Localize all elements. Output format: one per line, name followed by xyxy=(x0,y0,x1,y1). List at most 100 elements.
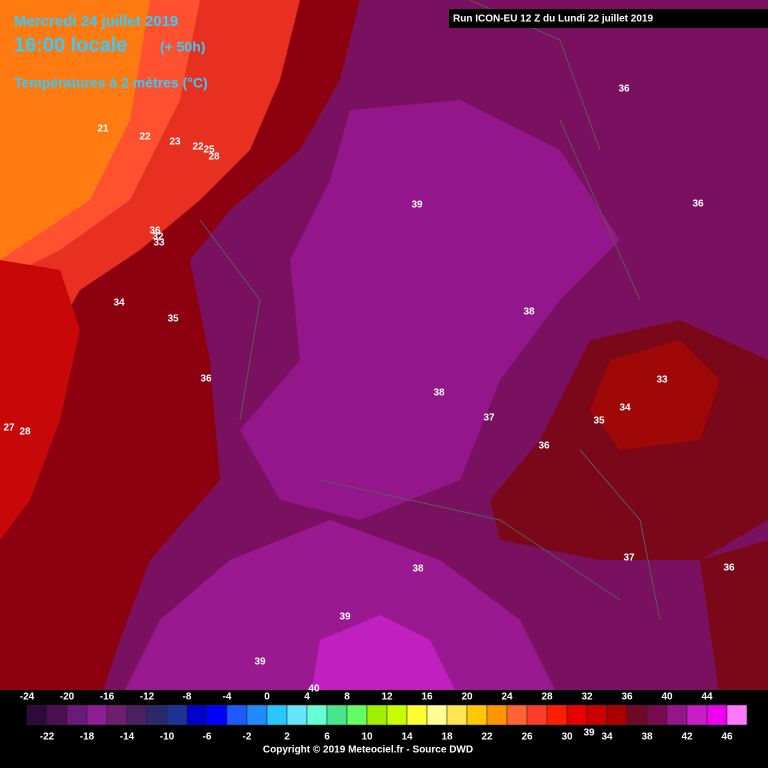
warm-zone xyxy=(590,340,720,450)
scale-swatch xyxy=(286,704,308,726)
contour-label: 37 xyxy=(483,413,495,424)
scale-swatch xyxy=(506,704,528,726)
scale-swatch xyxy=(306,704,328,726)
contour-label: 28 xyxy=(208,152,220,163)
scale-swatch xyxy=(186,704,208,726)
contour-label: 38 xyxy=(412,564,424,575)
scale-label: 2 xyxy=(284,732,290,743)
scale-swatch xyxy=(706,704,728,726)
contour-label: 40 xyxy=(308,684,320,695)
contour-label: 36 xyxy=(538,441,550,452)
scale-label: 38 xyxy=(641,732,653,743)
scale-label: 40 xyxy=(661,692,673,703)
scale-swatch xyxy=(246,704,268,726)
date: Mercredi 24 juillet 2019 xyxy=(14,13,178,30)
scale-label: -18 xyxy=(80,732,95,743)
cool-zone xyxy=(0,0,150,260)
scale-label: 28 xyxy=(541,692,553,703)
scale-label: 36 xyxy=(621,692,633,703)
contour-label: 36 xyxy=(200,374,212,385)
contour-label: 28 xyxy=(19,427,31,438)
scale-swatch xyxy=(406,704,428,726)
parameter: Températures à 2 mètres (°C) xyxy=(14,75,208,91)
contour-label: 38 xyxy=(433,388,445,399)
scale-swatch xyxy=(46,704,68,726)
scale-swatch xyxy=(586,704,608,726)
scale-label: -22 xyxy=(40,732,55,743)
border-line xyxy=(199,0,661,621)
scale-swatch xyxy=(566,704,588,726)
scale-label: 26 xyxy=(521,732,533,743)
scale-swatch xyxy=(606,704,628,726)
scale-label: -14 xyxy=(120,732,135,743)
run-info: Run ICON-EU 12 Z du Lundi 22 juillet 201… xyxy=(453,14,653,25)
contour-label: 36 xyxy=(692,199,704,210)
scale-label: -10 xyxy=(160,732,175,743)
scale-label: 0 xyxy=(264,692,270,703)
scale-swatch xyxy=(546,704,568,726)
scale-label: -8 xyxy=(183,692,192,703)
contour-label: 39 xyxy=(411,200,423,211)
scale-label: 10 xyxy=(361,732,373,743)
scale-swatch xyxy=(166,704,188,726)
scale-swatch xyxy=(146,704,168,726)
copyright: Copyright © 2019 Meteociel.fr - Source D… xyxy=(263,745,473,756)
scale-swatch xyxy=(326,704,348,726)
scale-swatch xyxy=(366,704,388,726)
contour-label: 36 xyxy=(149,226,161,237)
scale-swatch xyxy=(126,704,148,726)
scale-label: 42 xyxy=(681,732,693,743)
scale-label: 44 xyxy=(701,692,713,703)
scale-swatch xyxy=(526,704,548,726)
scale-swatch xyxy=(686,704,708,726)
contour-label: 23 xyxy=(169,137,181,148)
legend-background xyxy=(0,690,768,768)
contour-label: 35 xyxy=(167,314,179,325)
contour-label: 34 xyxy=(113,298,125,309)
hottest-zone xyxy=(240,100,620,520)
scale-swatch xyxy=(426,704,448,726)
scale-swatch xyxy=(666,704,688,726)
scale-swatch xyxy=(486,704,508,726)
time: 16:00 locale xyxy=(14,34,127,56)
scale-swatch xyxy=(726,704,748,726)
scale-label: -20 xyxy=(60,692,75,703)
scale-label: 14 xyxy=(401,732,413,743)
scale-swatch xyxy=(646,704,668,726)
warm-zone xyxy=(0,260,80,540)
contour-label: 39 xyxy=(583,728,595,739)
contour-label: 38 xyxy=(523,307,535,318)
scale-label: 12 xyxy=(381,692,393,703)
scale-swatch xyxy=(346,704,368,726)
scale-label: -6 xyxy=(203,732,212,743)
scale-label: 34 xyxy=(601,732,613,743)
scale-label: -12 xyxy=(140,692,155,703)
contour-label: 35 xyxy=(593,416,605,427)
scale-swatch xyxy=(206,704,228,726)
scale-label: -4 xyxy=(223,692,232,703)
contour-label: 27 xyxy=(3,423,15,434)
scale-swatch xyxy=(466,704,488,726)
scale-label: 30 xyxy=(561,732,573,743)
scale-label: 4 xyxy=(304,692,310,703)
scale-swatch xyxy=(446,704,468,726)
scale-swatch xyxy=(626,704,648,726)
hot-zone xyxy=(700,540,768,700)
contour-label: 36 xyxy=(618,84,630,95)
contour-label: 33 xyxy=(153,238,165,249)
peak-zone xyxy=(310,615,460,700)
scale-swatch xyxy=(86,704,108,726)
contour-label: 39 xyxy=(254,657,266,668)
scale-label: 22 xyxy=(481,732,493,743)
scale-label: 24 xyxy=(501,692,513,703)
scale-swatch xyxy=(266,704,288,726)
scale-label: 6 xyxy=(324,732,330,743)
hottest-zone xyxy=(120,520,560,700)
scale-label: -24 xyxy=(20,692,35,703)
contour-label: 33 xyxy=(656,375,668,386)
scale-label: 18 xyxy=(441,732,453,743)
contour-label: 34 xyxy=(619,403,631,414)
contour-label: 39 xyxy=(339,612,351,623)
scale-swatch xyxy=(66,704,88,726)
